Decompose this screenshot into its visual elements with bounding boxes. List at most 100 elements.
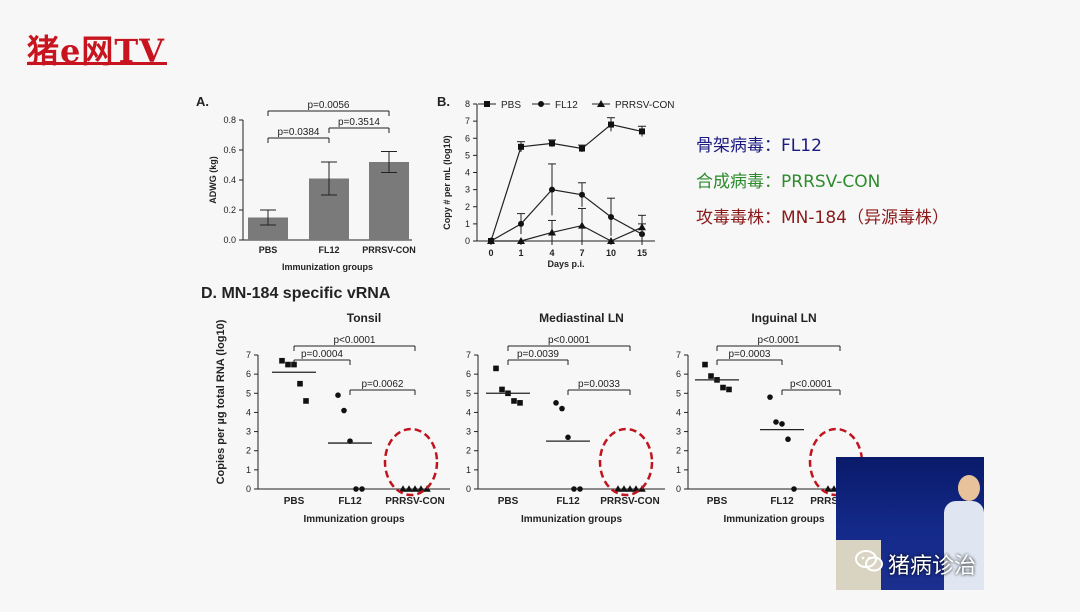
panel-a-x-tick-label: FL12 bbox=[318, 245, 339, 255]
panel-a-y-label: ADWG (kg) bbox=[208, 156, 218, 204]
series-point-prrsv-con bbox=[578, 221, 586, 229]
subplot-y-tick-label: 1 bbox=[676, 465, 681, 475]
legend-entry-prrsv-con: PRRSV-CON bbox=[615, 100, 674, 111]
series-point-fl12 bbox=[608, 214, 614, 221]
panel-d-y-label: Copies per µg total RNA (log10) bbox=[215, 319, 227, 484]
panel-a-y-tick-label: 0.8 bbox=[223, 115, 236, 125]
wechat-icon bbox=[855, 550, 883, 572]
subplot-y-tick-label: 2 bbox=[466, 446, 471, 456]
panel-b-y-tick-label: 8 bbox=[465, 99, 470, 109]
subplot-y-tick-label: 0 bbox=[466, 484, 471, 494]
subplot-y-tick-label: 1 bbox=[246, 465, 251, 475]
panel-b-y-tick-label: 0 bbox=[465, 236, 470, 246]
subplot-bracket-2-label: p=0.0003 bbox=[729, 349, 771, 360]
panel-b-x-tick-label: 1 bbox=[518, 248, 523, 258]
scatter-point-pbs bbox=[493, 365, 499, 372]
panel-b-x-tick-label: 0 bbox=[488, 248, 493, 258]
panel-b-x-tick-label: 4 bbox=[549, 248, 554, 258]
scatter-point-pbs bbox=[285, 361, 291, 368]
legend-value: MN-184（异源毒株） bbox=[781, 208, 949, 228]
subplot-bracket-1-label: p<0.0001 bbox=[548, 335, 590, 346]
subplot-y-tick-label: 2 bbox=[246, 446, 251, 456]
subplot-x-tick-label: FL12 bbox=[338, 496, 362, 507]
scatter-point-fl12 bbox=[791, 486, 797, 492]
series-point-prrsv-con bbox=[607, 237, 615, 244]
scatter-point-fl12 bbox=[553, 400, 559, 406]
scatter-point-fl12 bbox=[773, 419, 779, 425]
subplot-bracket-1-label: p<0.0001 bbox=[334, 335, 376, 346]
subplot-y-tick-label: 5 bbox=[676, 388, 681, 398]
subplot-x-tick-label: PRRSV-CON bbox=[600, 496, 659, 507]
scatter-point-pbs bbox=[702, 361, 708, 368]
scatter-point-prrsv-con bbox=[620, 485, 628, 492]
scatter-point-pbs bbox=[499, 386, 505, 393]
series-point-prrsv-con bbox=[548, 228, 556, 236]
bar-pbs bbox=[248, 217, 288, 240]
subplot-y-tick-label: 0 bbox=[676, 484, 681, 494]
series-point-prrsv-con bbox=[517, 237, 525, 244]
scatter-point-fl12 bbox=[577, 486, 583, 492]
subplot-y-tick-label: 1 bbox=[466, 465, 471, 475]
series-point-fl12 bbox=[579, 191, 585, 198]
subplot-title-tonsil: Tonsil bbox=[347, 311, 381, 325]
series-line-pbs bbox=[490, 123, 643, 242]
panel-a-y-tick-label: 0.2 bbox=[223, 205, 236, 215]
panel-b-y-tick-label: 3 bbox=[465, 185, 470, 195]
panel-b-y-tick-label: 4 bbox=[465, 168, 470, 178]
subplot-y-tick-label: 2 bbox=[676, 446, 681, 456]
series-point-pbs bbox=[608, 121, 614, 128]
highlight-circle bbox=[598, 427, 654, 497]
series-point-pbs bbox=[579, 145, 585, 152]
legend-value: FL12 bbox=[781, 136, 822, 156]
subplot-y-tick-label: 6 bbox=[466, 369, 471, 379]
subplot-y-tick-label: 3 bbox=[676, 427, 681, 437]
scatter-point-pbs bbox=[708, 373, 714, 379]
speaker-head bbox=[958, 475, 980, 501]
series-point-pbs bbox=[518, 143, 524, 150]
subplot-y-tick-label: 3 bbox=[246, 427, 251, 437]
bar-prrsv-con bbox=[369, 162, 409, 240]
highlight-circle bbox=[383, 427, 439, 497]
panel-d-label: D. MN-184 specific vRNA bbox=[201, 285, 391, 302]
scatter-point-fl12 bbox=[559, 405, 565, 412]
subplot-x-tick-label: FL12 bbox=[770, 496, 794, 507]
scatter-point-prrsv-con bbox=[399, 485, 407, 492]
subplot-x-tick-label: PRRSV-CON bbox=[385, 496, 444, 507]
legend-marker bbox=[597, 100, 605, 107]
series-line-prrsv-con bbox=[491, 224, 643, 242]
logo-underline bbox=[27, 62, 167, 65]
panel-b-x-tick-label: 7 bbox=[579, 248, 584, 258]
subplot-x-label: Immunization groups bbox=[303, 514, 405, 525]
panel-a-x-tick-label: PRRSV-CON bbox=[362, 245, 416, 255]
panel-b-y-tick-label: 2 bbox=[465, 202, 470, 212]
subplot-y-tick-label: 4 bbox=[246, 407, 251, 417]
subplot-bracket-2-label: p=0.0039 bbox=[517, 349, 559, 360]
scatter-point-fl12 bbox=[785, 436, 791, 443]
scatter-point-fl12 bbox=[565, 434, 571, 441]
scatter-point-fl12 bbox=[359, 486, 365, 492]
scatter-point-prrsv-con bbox=[830, 485, 838, 492]
legend-line-synthetic: 合成病毒：PRRSV-CON bbox=[696, 167, 880, 192]
subplot-bracket-3-label: p=0.0033 bbox=[578, 379, 620, 390]
subplot-bracket-3-label: p<0.0001 bbox=[790, 379, 832, 390]
scatter-point-pbs bbox=[726, 386, 732, 393]
legend-value: PRRSV-CON bbox=[781, 172, 881, 192]
scatter-point-fl12 bbox=[335, 392, 341, 399]
subplot-x-tick-label: PBS bbox=[498, 496, 519, 507]
series-point-prrsv-con bbox=[487, 237, 495, 244]
series-point-pbs bbox=[549, 140, 555, 147]
scatter-point-prrsv-con bbox=[824, 485, 832, 492]
panel-a-bracket-2-label: p=0.0384 bbox=[278, 127, 320, 138]
panel-b-x-tick-label: 10 bbox=[606, 248, 616, 258]
subplot-y-tick-label: 7 bbox=[246, 350, 251, 360]
scatter-point-fl12 bbox=[779, 421, 785, 427]
scatter-point-pbs bbox=[511, 398, 517, 404]
subplot-bracket-1-label: p<0.0001 bbox=[758, 335, 800, 346]
scatter-point-fl12 bbox=[767, 394, 773, 400]
subplot-y-tick-label: 7 bbox=[676, 350, 681, 360]
panel-b-y-tick-label: 7 bbox=[465, 116, 470, 126]
series-point-prrsv-con bbox=[638, 223, 646, 231]
legend-label: 合成病毒： bbox=[696, 172, 781, 192]
panel-a-y-tick-label: 0.4 bbox=[223, 175, 236, 185]
subplot-bracket-2-label: p=0.0004 bbox=[301, 349, 343, 360]
